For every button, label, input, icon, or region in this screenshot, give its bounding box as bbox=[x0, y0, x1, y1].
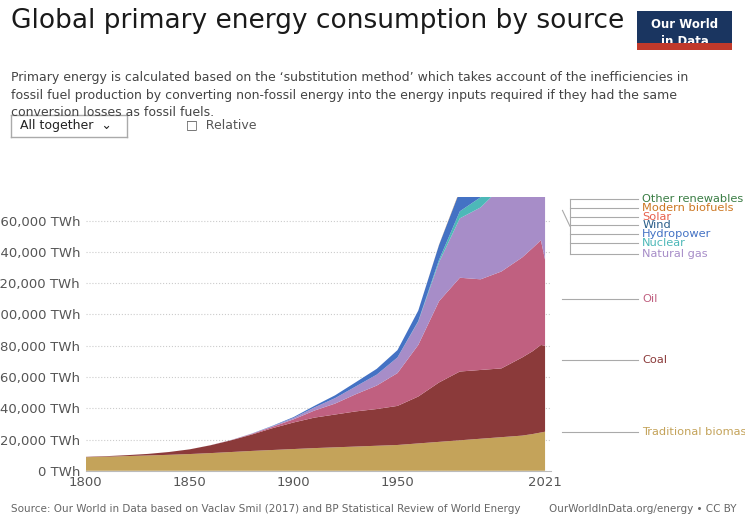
Text: OurWorldInData.org/energy • CC BY: OurWorldInData.org/energy • CC BY bbox=[548, 504, 736, 514]
Text: Traditional biomass: Traditional biomass bbox=[642, 427, 745, 438]
Text: Modern biofuels: Modern biofuels bbox=[642, 203, 734, 214]
Text: Oil: Oil bbox=[642, 294, 658, 304]
Text: □  Relative: □ Relative bbox=[186, 119, 257, 132]
Text: Solar: Solar bbox=[642, 211, 671, 222]
Text: Other renewables: Other renewables bbox=[642, 194, 744, 204]
Text: Global primary energy consumption by source: Global primary energy consumption by sou… bbox=[11, 8, 624, 34]
Text: Our World: Our World bbox=[651, 18, 718, 31]
Text: All together  ⌄: All together ⌄ bbox=[19, 119, 112, 132]
Text: in Data: in Data bbox=[661, 35, 708, 48]
Text: Natural gas: Natural gas bbox=[642, 248, 708, 259]
Text: Primary energy is calculated based on the ‘substitution method’ which takes acco: Primary energy is calculated based on th… bbox=[11, 71, 688, 119]
Text: Hydropower: Hydropower bbox=[642, 229, 711, 239]
Text: Coal: Coal bbox=[642, 355, 668, 366]
Text: Source: Our World in Data based on Vaclav Smil (2017) and BP Statistical Review : Source: Our World in Data based on Vacla… bbox=[11, 504, 521, 514]
Text: Wind: Wind bbox=[642, 220, 671, 230]
Text: Nuclear: Nuclear bbox=[642, 238, 686, 248]
